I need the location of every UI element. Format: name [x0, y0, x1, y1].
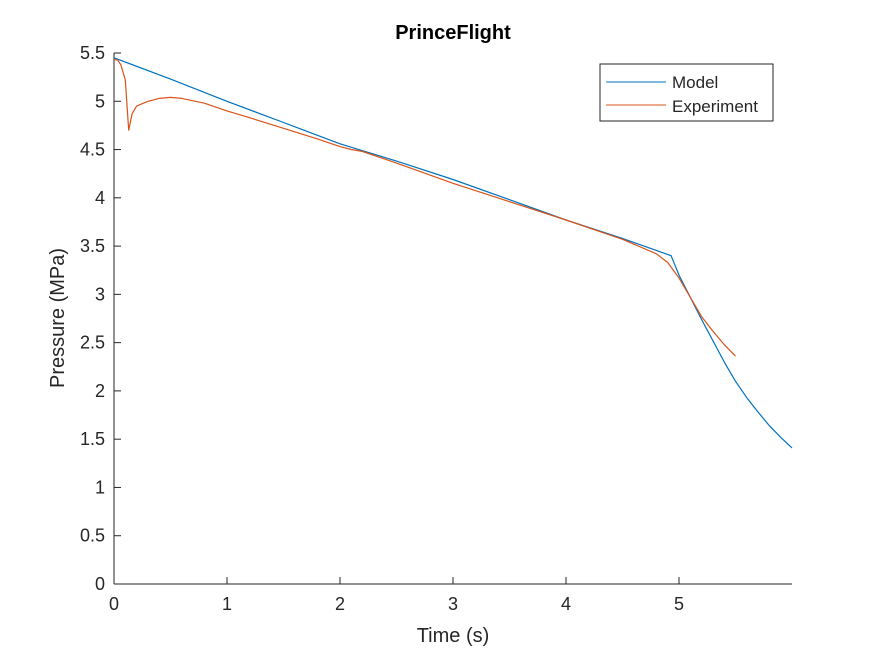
x-axis-label: Time (s): [417, 625, 490, 647]
y-tick-label: 4.5: [80, 140, 105, 160]
y-tick-label: 0.5: [80, 526, 105, 546]
series-line-experiment: [114, 59, 736, 357]
y-tick-label: 2: [95, 381, 105, 401]
x-tick-label: 2: [335, 594, 345, 614]
x-tick-label: 4: [561, 594, 571, 614]
y-axis-label: Pressure (MPa): [47, 248, 69, 388]
y-tick-label: 0: [95, 574, 105, 594]
x-tick-label: 5: [674, 594, 684, 614]
y-tick-label: 5.5: [80, 43, 105, 63]
chart-title: PrinceFlight: [395, 22, 511, 44]
y-tick-label: 1: [95, 477, 105, 497]
y-tick-label: 2.5: [80, 333, 105, 353]
y-tick-label: 1.5: [80, 429, 105, 449]
series-line-model: [113, 57, 793, 449]
x-tick-label: 0: [109, 594, 119, 614]
plot-lines: [113, 57, 793, 449]
legend-box: [599, 63, 774, 122]
x-tick-label: 3: [448, 594, 458, 614]
legend-label-experiment: Experiment: [672, 97, 758, 116]
legend: Model Experiment: [599, 63, 774, 122]
y-tick-label: 5: [95, 91, 105, 111]
y-tick-label: 4: [95, 188, 105, 208]
x-tick-label: 1: [222, 594, 232, 614]
y-tick-label: 3.5: [80, 236, 105, 256]
legend-label-model: Model: [672, 73, 718, 92]
x-ticks: 0 1 2 3 4 5: [109, 577, 684, 614]
y-tick-label: 3: [95, 284, 105, 304]
y-ticks: 0 0.5 1 1.5 2 2.5 3 3.5 4 4.5 5 5.5: [80, 43, 121, 594]
